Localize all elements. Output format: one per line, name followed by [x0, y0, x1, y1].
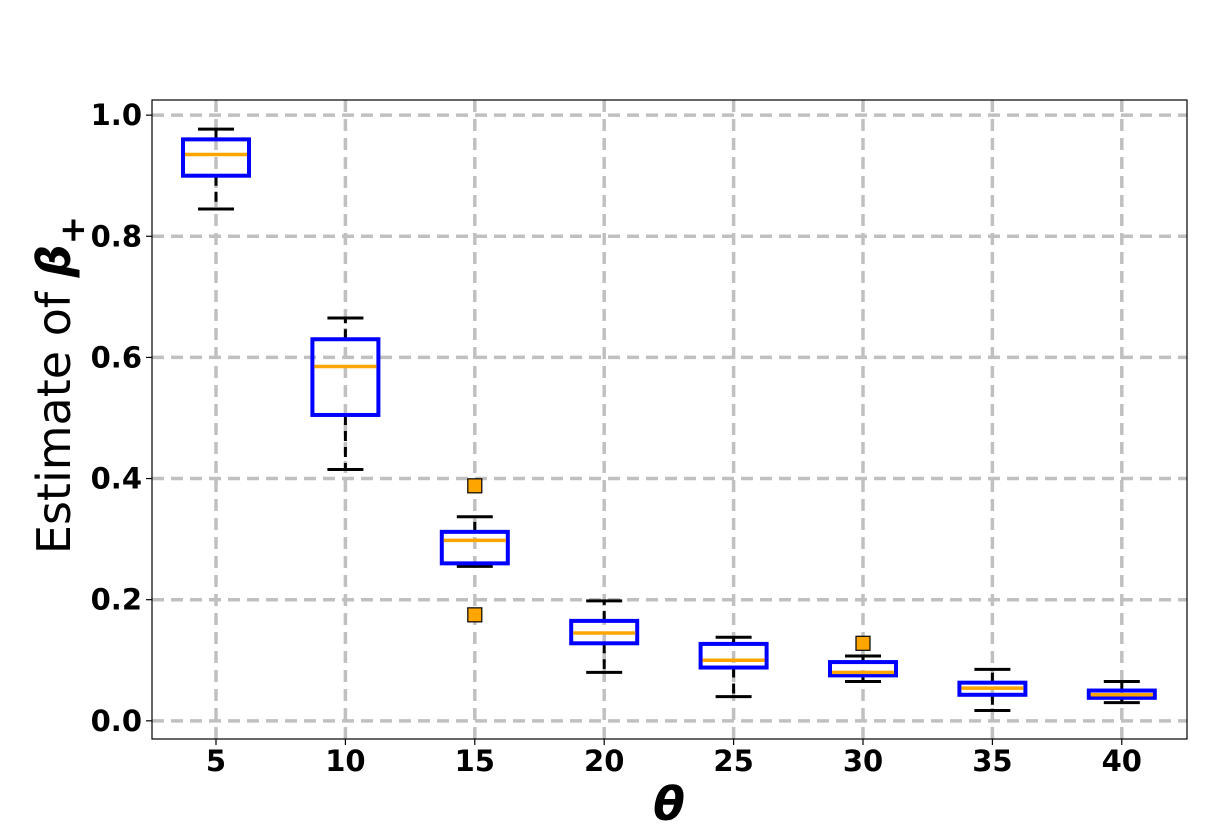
outlier-marker	[467, 607, 483, 623]
x-tick-label: 20	[584, 744, 624, 778]
box-group-25	[698, 635, 769, 699]
y-axis-label-symbol: β	[27, 244, 81, 278]
y-axis-label-prefix: Estimate of	[27, 277, 81, 554]
box-group-35	[957, 667, 1028, 713]
y-tick-label: 0.2	[91, 583, 142, 617]
box-group-10	[310, 316, 381, 471]
plot-area-frame	[151, 99, 1188, 740]
x-tick-label: 25	[713, 744, 753, 778]
box-group-15	[439, 478, 510, 623]
y-axis-label-subscript: +	[53, 216, 93, 245]
iqr-box	[310, 337, 381, 417]
outlier-marker	[467, 478, 483, 494]
y-tick-label: 1.0	[91, 98, 142, 132]
x-tick-label: 15	[455, 744, 495, 778]
box-group-40	[1086, 679, 1157, 705]
iqr-box	[569, 618, 640, 646]
iqr-box	[957, 680, 1028, 697]
boxes	[181, 127, 1157, 713]
outlier-marker	[855, 635, 871, 651]
y-tick-label: 0.8	[91, 219, 142, 253]
x-tick-label: 30	[843, 744, 883, 778]
x-axis-label: θ	[653, 777, 685, 830]
grid	[152, 100, 1187, 739]
x-tick-label: 40	[1102, 744, 1142, 778]
y-axis-label: Estimate of β+	[27, 216, 93, 554]
iqr-box	[439, 529, 510, 566]
iqr-box	[181, 137, 251, 178]
box-group-5	[181, 127, 251, 211]
box-group-30	[828, 635, 898, 683]
iqr-box	[828, 660, 898, 678]
y-tick-label: 0.0	[91, 704, 142, 738]
iqr-box	[698, 641, 769, 670]
x-tick-label: 35	[972, 744, 1012, 778]
ticks: 0.0 0.2 0.4 0.6 0.8 1.0 5 10 15 20 25 30 35 40	[91, 98, 1142, 778]
y-tick-label: 0.6	[91, 340, 142, 374]
box-group-20	[569, 599, 640, 674]
x-tick-label: 10	[325, 744, 365, 778]
y-tick-label: 0.4	[91, 462, 142, 496]
x-tick-label: 5	[206, 744, 226, 778]
iqr-box	[1086, 688, 1157, 700]
